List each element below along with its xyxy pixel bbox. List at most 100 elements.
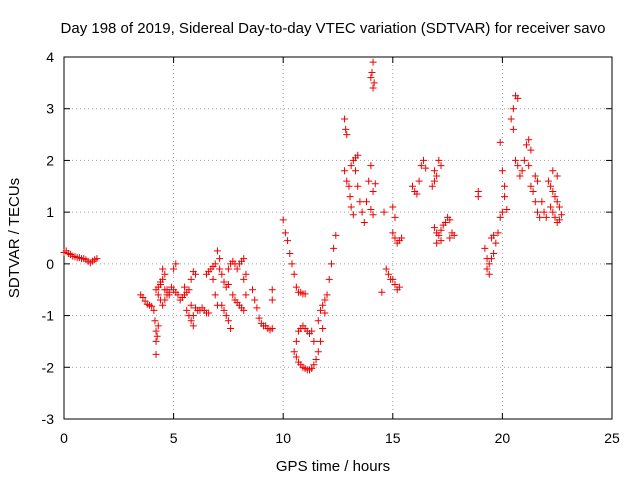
grid: [64, 57, 612, 419]
data-point: [551, 193, 559, 201]
data-point: [395, 283, 403, 291]
data-point: [308, 327, 316, 335]
data-point: [148, 302, 156, 310]
data-point: [310, 361, 318, 369]
data-point: [547, 203, 555, 211]
data-point: [152, 337, 160, 345]
data-point: [139, 293, 147, 301]
data-point: [494, 229, 502, 237]
data-point: [490, 250, 498, 258]
data-point: [555, 216, 563, 224]
data-point: [268, 296, 276, 304]
data-point: [323, 291, 331, 299]
data-point: [538, 198, 546, 206]
data-point: [187, 301, 195, 309]
data-point: [549, 167, 557, 175]
data-point: [288, 260, 296, 268]
data-point: [281, 229, 289, 237]
data-point: [224, 317, 232, 325]
data-point: [380, 208, 388, 216]
y-tick-label: 1: [46, 204, 54, 220]
data-point: [161, 296, 169, 304]
data-point: [525, 162, 533, 170]
data-point: [435, 231, 443, 239]
data-point: [516, 172, 524, 180]
data-point: [367, 206, 375, 214]
data-point: [301, 290, 309, 298]
data-point: [529, 187, 537, 195]
data-point: [509, 125, 517, 133]
data-point: [163, 286, 171, 294]
data-point: [242, 291, 250, 299]
chart-title: Day 198 of 2019, Sidereal Day-to-day VTE…: [61, 20, 606, 37]
data-point: [514, 162, 522, 170]
y-tick-label: 0: [46, 256, 54, 272]
data-point: [384, 270, 392, 278]
data-point: [428, 182, 436, 190]
data-point: [327, 260, 335, 268]
data-point: [211, 291, 219, 299]
axis-ticks: 0 5 10 15 20 25 -3 -2 -1 0 1 2 3 4: [42, 49, 620, 446]
x-tick-label: 15: [385, 430, 401, 446]
data-point: [343, 131, 351, 139]
data-point: [354, 182, 362, 190]
data-point: [367, 162, 375, 170]
data-point: [544, 177, 552, 185]
data-point: [369, 211, 377, 219]
data-point: [496, 213, 504, 221]
data-point: [314, 348, 322, 356]
data-point: [369, 58, 377, 66]
data-point: [347, 203, 355, 211]
y-tick-label: -3: [42, 411, 55, 427]
data-point: [218, 270, 226, 278]
data-point: [347, 162, 355, 170]
data-point: [165, 291, 173, 299]
data-point: [159, 275, 167, 283]
data-point: [292, 353, 300, 361]
data-point: [501, 193, 509, 201]
data-point: [342, 125, 350, 133]
data-point: [170, 265, 178, 273]
data-point: [391, 213, 399, 221]
data-point: [531, 172, 539, 180]
y-axis-label: SDTVAR / TECUs: [6, 178, 23, 298]
data-point: [314, 317, 322, 325]
data-point: [409, 182, 417, 190]
data-point: [509, 105, 517, 113]
data-point: [332, 231, 340, 239]
data-point: [233, 265, 241, 273]
y-tick-label: 4: [46, 49, 54, 65]
data-point: [319, 325, 327, 332]
data-point: [345, 182, 353, 190]
data-point: [192, 270, 200, 278]
x-tick-label: 10: [275, 430, 291, 446]
data-point: [356, 198, 364, 206]
data-point: [253, 304, 261, 312]
data-point: [220, 306, 228, 314]
data-point: [240, 255, 248, 263]
data-point: [154, 322, 162, 330]
data-point: [555, 203, 563, 211]
data-point: [172, 260, 180, 268]
data-point: [547, 182, 555, 190]
data-point: [325, 275, 333, 283]
data-point: [205, 309, 213, 317]
data-point: [292, 283, 300, 291]
y-tick-label: -2: [42, 359, 55, 375]
data-point: [150, 306, 158, 314]
data-point: [367, 74, 375, 82]
x-axis-label: GPS time / hours: [276, 458, 390, 475]
data-point: [417, 162, 425, 170]
data-point: [209, 275, 217, 283]
data-point: [446, 234, 454, 242]
data-point: [531, 198, 539, 206]
y-tick-label: 2: [46, 152, 54, 168]
data-point: [369, 84, 377, 92]
data-point: [503, 206, 511, 214]
data-point: [435, 156, 443, 164]
x-tick-label: 5: [170, 430, 178, 446]
data-point: [549, 187, 557, 195]
data-point: [290, 348, 298, 356]
data-point: [229, 291, 237, 299]
data-point: [369, 187, 377, 195]
